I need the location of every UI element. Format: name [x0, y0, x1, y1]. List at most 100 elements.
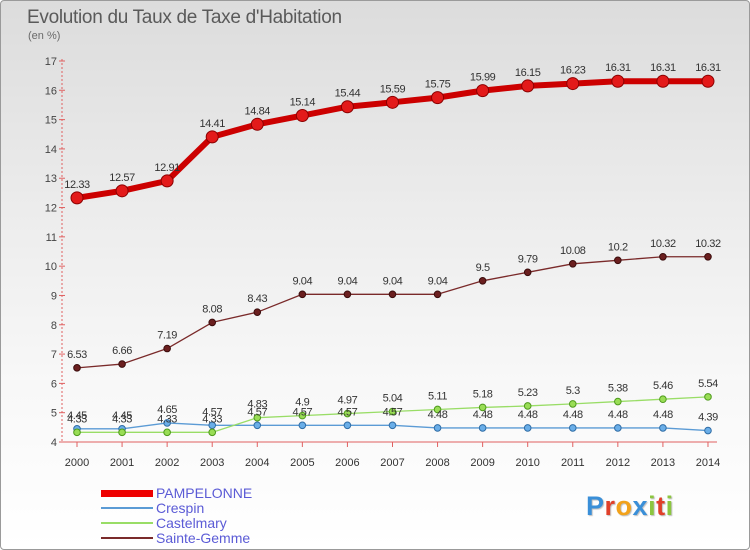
y-tick-label: 10 [45, 261, 57, 273]
data-label-crespin: 4.65 [157, 404, 177, 416]
data-label-pampelonne: 16.31 [605, 62, 631, 74]
data-label-castelmary: 5.04 [383, 393, 403, 405]
data-label-pampelonne: 15.14 [290, 97, 316, 109]
data-point-sainte-gemme [433, 290, 442, 299]
chart-subtitle: (en %) [28, 30, 61, 42]
x-tick-label: 2005 [290, 457, 314, 469]
proxiti-logo: Proxiti [586, 491, 674, 522]
y-tick-label: 13 [45, 173, 57, 185]
x-tick-label: 2009 [470, 457, 494, 469]
y-tick-label: 8 [51, 320, 57, 332]
data-label-crespin: 4.57 [338, 406, 358, 418]
x-tick-label: 2012 [606, 457, 630, 469]
data-label-sainte-gemme: 9.5 [476, 262, 490, 274]
data-point-pampelonne [295, 109, 309, 123]
data-point-sainte-gemme [568, 260, 577, 268]
data-point-castelmary [208, 428, 217, 437]
logo-letter: i [665, 491, 674, 521]
data-point-sainte-gemme [73, 364, 81, 372]
data-point-castelmary [298, 411, 307, 420]
data-label-sainte-gemme: 9.04 [383, 275, 403, 287]
legend-swatch [101, 507, 153, 509]
data-label-crespin: 4.48 [653, 409, 673, 421]
data-label-castelmary: 5.11 [428, 390, 447, 402]
data-label-sainte-gemme: 9.79 [518, 253, 538, 265]
data-point-crespin [343, 421, 352, 430]
data-point-pampelonne [476, 84, 490, 98]
logo-letter: P [586, 491, 605, 521]
data-label-pampelonne: 15.59 [380, 83, 406, 95]
data-point-crespin [704, 426, 712, 435]
data-label-crespin: 4.48 [608, 409, 628, 421]
data-point-castelmary [118, 428, 126, 437]
data-label-sainte-gemme: 10.32 [695, 238, 721, 250]
data-label-pampelonne: 16.15 [515, 67, 541, 79]
series-layer [70, 74, 715, 437]
data-label-castelmary: 4.97 [338, 395, 358, 407]
data-point-castelmary [433, 405, 442, 414]
data-point-crespin [298, 421, 307, 430]
y-tick-label: 15 [45, 115, 57, 127]
x-tick-label: 2013 [651, 457, 675, 469]
data-point-sainte-gemme [343, 290, 352, 299]
data-label-pampelonne: 15.99 [470, 72, 496, 84]
y-tick-label: 16 [45, 85, 57, 97]
data-point-pampelonne [70, 191, 84, 205]
data-label-crespin: 4.48 [518, 409, 538, 421]
y-tick-label: 12 [45, 203, 57, 215]
data-label-sainte-gemme: 6.53 [67, 349, 87, 361]
data-label-sainte-gemme: 10.08 [560, 245, 586, 257]
data-point-pampelonne [250, 117, 264, 131]
data-point-crespin [433, 424, 442, 432]
logo-letter: x [632, 491, 649, 521]
data-point-sainte-gemme [388, 290, 397, 299]
data-point-pampelonne [340, 100, 354, 114]
data-label-sainte-gemme: 8.43 [247, 293, 267, 305]
x-tick-label: 2006 [335, 457, 359, 469]
data-point-crespin [659, 424, 667, 432]
data-label-pampelonne: 15.44 [335, 88, 361, 100]
x-tick-label: 2014 [696, 457, 720, 469]
data-label-castelmary: 4.9 [295, 397, 309, 409]
data-point-castelmary [253, 413, 262, 422]
data-point-pampelonne [521, 79, 535, 93]
series-line-sainte-gemme [76, 256, 708, 369]
legend-swatch [101, 522, 153, 524]
axes: 4 5 6 7 8 9 10 11 12 13 14 15 16 17 2000 2001 2002 2003 20… [45, 56, 720, 469]
data-point-crespin [163, 419, 171, 427]
x-tick-label: 2001 [110, 457, 134, 469]
legend-label: Castelmary [156, 515, 227, 531]
data-label-sainte-gemme: 7.19 [157, 330, 177, 342]
y-tick-label: 14 [45, 144, 57, 156]
data-point-sainte-gemme [208, 318, 217, 327]
legend-label: Crespin [156, 500, 205, 516]
data-label-sainte-gemme: 8.08 [202, 303, 222, 315]
data-point-crespin [388, 421, 397, 430]
data-label-sainte-gemme: 9.04 [428, 275, 448, 287]
data-label-crespin: 4.45 [112, 410, 132, 422]
x-tick-label: 2007 [380, 457, 404, 469]
data-point-pampelonne [431, 91, 445, 105]
data-label-crespin: 4.57 [292, 406, 312, 418]
y-tick-label: 4 [51, 437, 57, 449]
data-point-sainte-gemme [118, 360, 126, 368]
data-point-sainte-gemme [298, 290, 307, 299]
data-point-pampelonne [701, 74, 715, 88]
data-point-pampelonne [205, 130, 219, 144]
x-tick-label: 2010 [515, 457, 539, 469]
data-point-sainte-gemme [704, 252, 712, 261]
data-point-sainte-gemme [523, 268, 532, 277]
data-label-pampelonne: 14.84 [245, 105, 271, 117]
data-label-sainte-gemme: 9.04 [338, 275, 358, 287]
logo-letter: i [648, 491, 657, 521]
data-label-castelmary: 5.46 [653, 380, 673, 392]
data-label-castelmary: 4.33 [157, 413, 177, 425]
data-point-sainte-gemme [614, 256, 622, 265]
data-point-sainte-gemme [478, 277, 487, 285]
data-label-crespin: 4.57 [383, 406, 403, 418]
y-tick-label: 11 [46, 232, 57, 244]
data-point-pampelonne [160, 174, 174, 188]
data-labels: 4.45 4.45 4.65 4.57 4.57 4.57 4.57 4.57 4.48 4.48… [64, 62, 721, 425]
data-label-sainte-gemme: 10.32 [650, 238, 676, 250]
